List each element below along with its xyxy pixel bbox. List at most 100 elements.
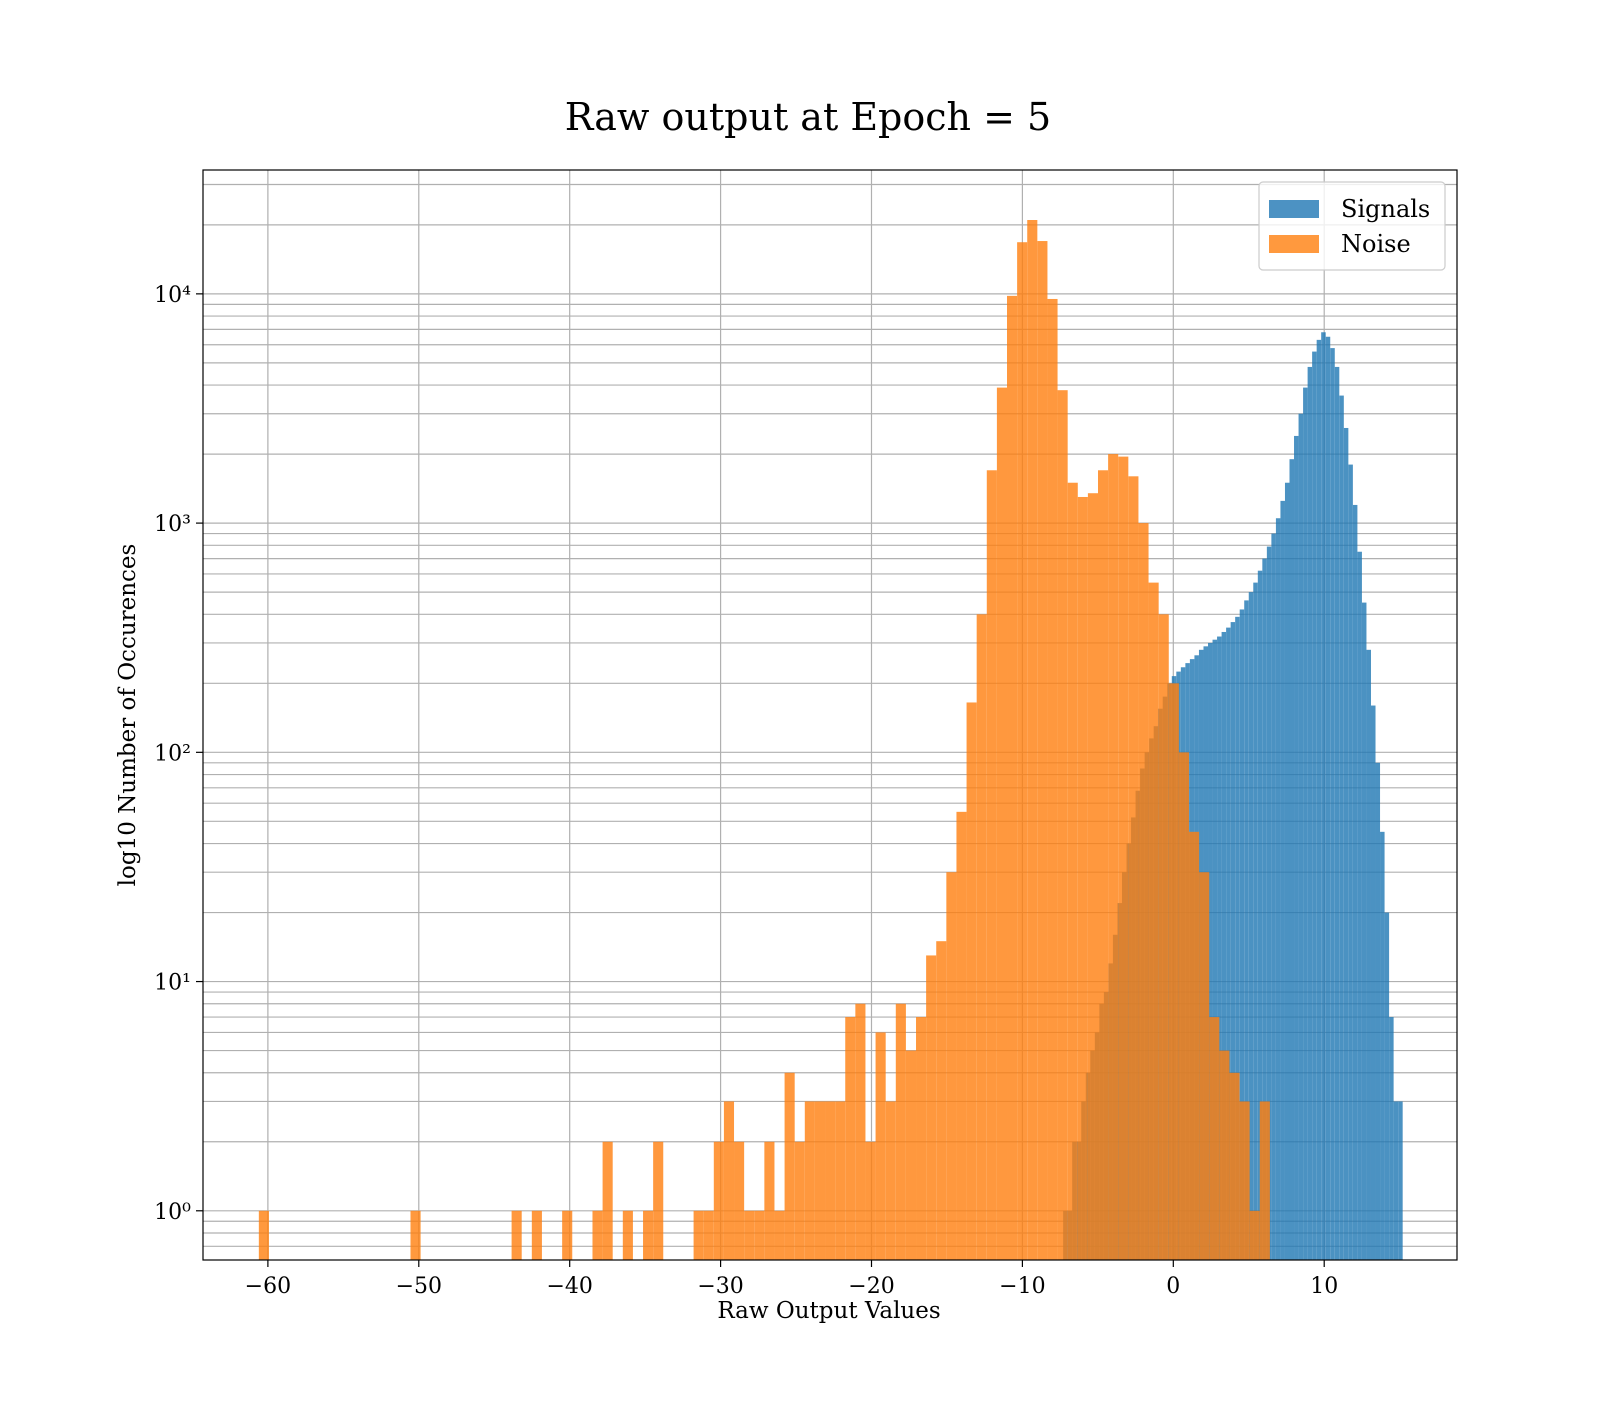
histogram-bar: [1280, 500, 1285, 1260]
histogram-bar: [703, 1210, 714, 1260]
histogram-bar: [784, 1072, 795, 1260]
histogram-bar: [1366, 649, 1371, 1260]
histogram-bar: [1343, 427, 1349, 1260]
histogram-bar: [592, 1210, 603, 1260]
legend: Signals Noise: [1258, 181, 1446, 271]
histogram-bar: [754, 1210, 765, 1260]
histogram-bar: [1244, 600, 1249, 1260]
histogram-bar: [1087, 493, 1099, 1260]
chart-title: Raw output at Epoch = 5: [565, 95, 1051, 139]
histogram-bar: [794, 1141, 805, 1260]
histogram-bar: [1321, 332, 1326, 1260]
histogram-bar: [1239, 609, 1245, 1260]
histogram-bar: [1077, 496, 1088, 1260]
y-tick-label: 10²: [154, 741, 191, 766]
histogram-bar: [1199, 872, 1210, 1260]
histogram-bar: [1017, 242, 1028, 1260]
histogram-bar: [653, 1141, 664, 1260]
histogram-bar: [258, 1210, 269, 1260]
y-tick-label: 10⁰: [154, 1200, 191, 1225]
histogram-bar: [1398, 1101, 1403, 1260]
histogram-bar: [1380, 831, 1385, 1260]
histogram-bar: [764, 1141, 775, 1260]
histogram-bar: [1148, 582, 1159, 1260]
x-tick-label: −40: [546, 1274, 592, 1299]
histogram-bar: [996, 387, 1008, 1260]
histogram-bar: [1334, 366, 1340, 1260]
histogram-bar: [734, 1141, 745, 1260]
histogram-bar: [1348, 464, 1353, 1260]
x-tick-label: −10: [999, 1274, 1045, 1299]
histogram-bar: [1067, 482, 1078, 1260]
histogram-bar: [916, 1017, 927, 1260]
x-tick-label: −50: [396, 1274, 442, 1299]
plot-frame: [202, 169, 1458, 1261]
x-tick-label: −30: [697, 1274, 743, 1299]
histogram-bar: [1352, 504, 1358, 1260]
histogram-bar: [1118, 456, 1129, 1260]
histogram-bar: [1330, 348, 1335, 1260]
histogram-bar: [966, 702, 977, 1260]
histogram-bar: [1209, 1017, 1220, 1260]
y-axis-label: log10 Number of Occurences: [115, 544, 141, 887]
histogram-bar: [1212, 639, 1218, 1260]
histogram-bar: [1226, 627, 1231, 1260]
histogram-bar: [1057, 390, 1068, 1260]
histogram-bar: [1027, 219, 1038, 1260]
histogram-bar: [562, 1210, 573, 1260]
x-tick-label: 10: [1310, 1274, 1338, 1299]
histogram-bar: [643, 1210, 654, 1260]
histogram-bar: [1235, 616, 1240, 1260]
histogram-bar: [1307, 366, 1313, 1260]
y-tick-label: 10¹: [154, 971, 191, 996]
histogram-bar: [835, 1101, 846, 1260]
x-tick-label: 0: [1166, 1274, 1180, 1299]
histogram-bar: [602, 1141, 613, 1260]
histogram-bar: [1217, 636, 1222, 1260]
histogram-bar: [1375, 762, 1381, 1260]
histogram-bar: [804, 1101, 815, 1260]
histogram-bar: [1298, 413, 1304, 1260]
histogram-bar: [1294, 435, 1299, 1260]
histogram-bar: [1108, 454, 1119, 1260]
histogram-bar: [865, 1141, 876, 1260]
histogram-bar: [875, 1032, 886, 1260]
histogram-bar: [693, 1210, 704, 1260]
legend-label: Noise: [1341, 230, 1411, 258]
legend-swatch: [1269, 235, 1319, 253]
histogram-bar: [1221, 631, 1227, 1260]
histogram-bar: [1098, 470, 1109, 1260]
histogram-bar: [1284, 482, 1290, 1260]
histogram-bar: [713, 1141, 724, 1260]
histogram-bar: [1047, 298, 1058, 1260]
histogram-bar: [622, 1210, 633, 1260]
histogram-bar: [1249, 1210, 1260, 1260]
histogram-bar: [1370, 705, 1376, 1260]
histogram-bar: [1138, 523, 1149, 1260]
histogram-bar: [895, 1003, 906, 1260]
histogram-bar: [1325, 336, 1331, 1260]
x-axis-label: Raw Output Values: [717, 1298, 940, 1324]
y-tick-label: 10³: [154, 512, 191, 537]
histogram-bar: [1239, 1101, 1250, 1260]
histogram-bar: [1230, 622, 1236, 1260]
histogram-bar: [1357, 551, 1362, 1260]
histogram-bar: [845, 1017, 856, 1260]
histogram-bar: [956, 811, 967, 1260]
series-1: [258, 219, 1270, 1260]
histogram-bar: [1259, 1101, 1270, 1260]
histogram-bar: [1316, 339, 1322, 1260]
histogram-bar: [1384, 912, 1390, 1260]
histogram-bar: [1219, 1050, 1230, 1260]
histogram-bar: [410, 1210, 421, 1260]
histogram-bar: [1158, 614, 1169, 1260]
histogram-bar: [531, 1210, 542, 1260]
histogram-bar: [1339, 395, 1344, 1260]
histogram-bar: [825, 1101, 836, 1260]
axes: 10⁰ 10¹ 10² 10³ 10⁴ −60 −50 −40 −30 −20 −10 0 10 Sign…: [154, 169, 1458, 1299]
histogram-bar: [905, 1050, 917, 1260]
legend-label: Signals: [1341, 195, 1430, 223]
histogram-bar: [1253, 582, 1258, 1260]
histogram-bar: [885, 1101, 896, 1260]
